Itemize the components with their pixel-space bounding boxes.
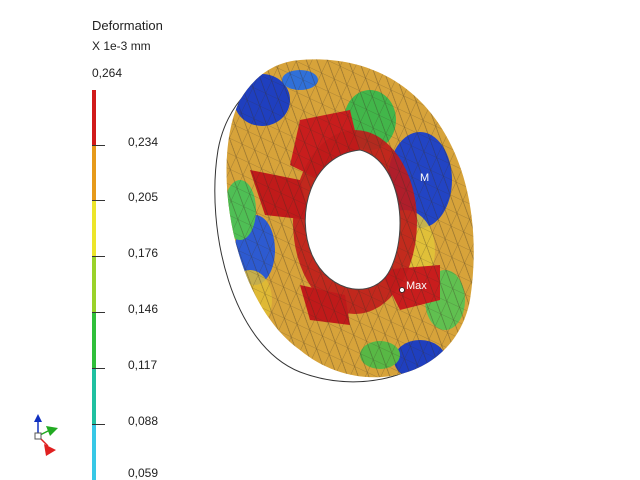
legend-units: X 1e-3 mm bbox=[92, 39, 151, 53]
orientation-triad-icon[interactable] bbox=[26, 414, 66, 458]
x-axis-arrow-icon bbox=[44, 444, 56, 456]
bore-hole bbox=[304, 149, 401, 290]
legend-colorbar bbox=[92, 90, 96, 480]
legend-tick-label: 0,088 bbox=[128, 414, 159, 428]
legend-tick-label: 0,234 bbox=[128, 135, 159, 149]
colorbar-segment bbox=[92, 90, 96, 146]
y-axis-arrow-icon bbox=[46, 426, 58, 436]
legend-title: Deformation bbox=[92, 18, 163, 33]
legend-tick-label: 0,117 bbox=[128, 358, 158, 372]
z-axis-arrow-icon bbox=[34, 414, 42, 422]
legend-tick-label: 0,146 bbox=[128, 302, 159, 316]
max-probe-label: Max bbox=[406, 280, 427, 292]
legend-tick-label: 0,205 bbox=[128, 190, 159, 204]
colorbar-segment bbox=[92, 201, 96, 258]
legend-tick bbox=[92, 312, 105, 313]
legend-tick bbox=[92, 200, 105, 201]
min-probe-label: M bbox=[420, 172, 429, 184]
max-probe-marker bbox=[399, 287, 405, 293]
legend-tick-label: 0,059 bbox=[128, 466, 159, 480]
legend-tick bbox=[92, 256, 105, 257]
colorbar-segment bbox=[92, 368, 96, 425]
legend-tick bbox=[92, 368, 105, 369]
colorbar-segment bbox=[92, 145, 96, 202]
colorbar-segment bbox=[92, 424, 96, 480]
legend-tick-label: 0,176 bbox=[128, 246, 159, 260]
legend-max-value: 0,264 bbox=[92, 66, 123, 80]
colorbar-segment bbox=[92, 257, 96, 314]
legend-tick bbox=[92, 424, 105, 425]
colorbar-segment bbox=[92, 312, 96, 369]
legend-tick bbox=[92, 145, 105, 146]
